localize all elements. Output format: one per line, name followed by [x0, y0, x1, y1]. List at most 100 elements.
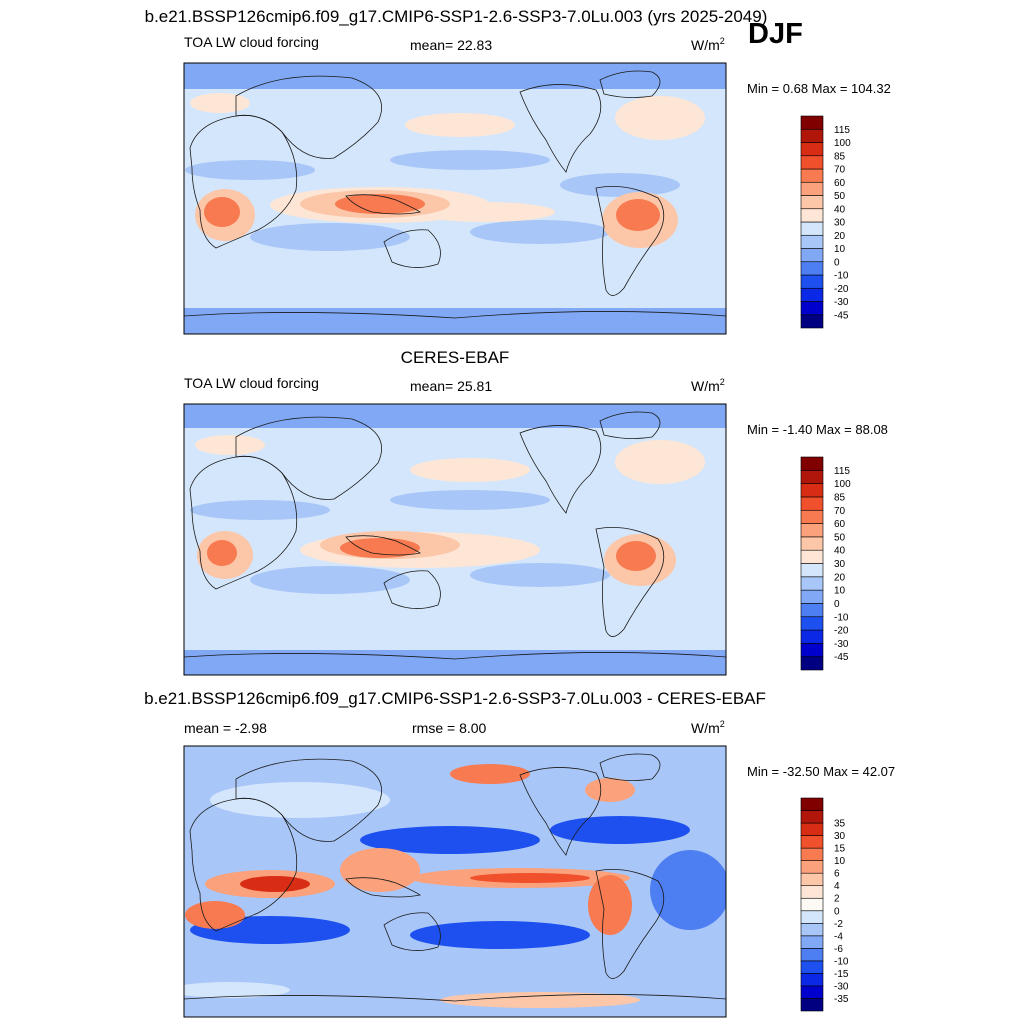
colorbar-3-tick-label: 15	[834, 844, 846, 855]
panel-1-mean: mean= 22.83	[410, 37, 492, 53]
colorbar-3-swatch-10	[800, 872, 824, 887]
panel-difference: b.e21.BSSP126cmip6.f09_g17.CMIP6-SSP1-2.…	[144, 689, 895, 1018]
colorbar-1-swatch-1	[800, 301, 824, 316]
colorbar-1-swatch-4	[800, 261, 824, 276]
colorbar-3-swatch-16	[800, 797, 824, 811]
colorbar-1-tick-label: -10	[834, 271, 849, 282]
colorbar-3-tick-label: -6	[834, 944, 843, 955]
colorbar-3-swatch-5	[800, 935, 824, 949]
colorbar-2-swatch-12	[800, 496, 824, 511]
colorbar-1-tick-label: -20	[834, 284, 849, 295]
colorbar-2-swatch-9	[800, 536, 824, 551]
colorbar-1-tick-label: 100	[834, 138, 851, 149]
panel-1-map	[184, 63, 726, 334]
colorbar-2-swatch-2	[800, 629, 824, 644]
colorbar-3-swatch-15	[800, 810, 824, 824]
colorbar-1-tick-label: 10	[834, 244, 846, 255]
colorbar-3-tick-label: -2	[834, 919, 843, 930]
colorbar-2-tick-label: 10	[834, 586, 846, 597]
colorbar-2-swatch-5	[800, 589, 824, 604]
colorbar-2-tick-label: 20	[834, 572, 846, 583]
colorbar-3-swatch-8	[800, 897, 824, 912]
panel-3-coastlines	[184, 753, 726, 1002]
colorbar-3-tick-label: 35	[834, 819, 846, 830]
colorbar-3-swatch-7	[800, 910, 824, 924]
colorbar-3-swatch-9	[800, 885, 824, 899]
colorbar-2-tick-label: 70	[834, 506, 846, 517]
panel-2-coastlines	[184, 411, 726, 660]
colorbar-3-tick-label: 2	[834, 894, 840, 905]
colorbar-3-swatch-6	[800, 922, 824, 937]
colorbar-3-tick-label: 30	[834, 831, 846, 842]
colorbar-1-tick-label: 60	[834, 178, 846, 189]
colorbar-2-swatch-11	[800, 509, 824, 524]
panel-1-variable: TOA LW cloud forcing	[184, 34, 319, 50]
colorbar-3-tick-label: 6	[834, 869, 840, 880]
panel-2-frame	[183, 403, 727, 676]
colorbar-1-swatch-6	[800, 234, 824, 249]
colorbar-1-swatch-10	[800, 181, 824, 196]
colorbar-3-tick-label: -4	[834, 931, 843, 942]
colorbar-2-swatch-3	[800, 616, 824, 631]
colorbar-2-tick-label: 30	[834, 559, 846, 570]
panel-3-map	[184, 746, 726, 1017]
colorbar-2-tick-label: 115	[834, 466, 850, 477]
colorbar-1-swatch-13	[800, 142, 824, 157]
colorbar-3-tick-label: 0	[834, 906, 840, 917]
colorbar-3-swatch-2	[800, 973, 824, 987]
colorbar-3-tick-label: -30	[834, 981, 849, 992]
colorbar-1-tick-label: -45	[834, 310, 849, 321]
colorbar-1-swatch-7	[800, 221, 824, 236]
colorbar-2-tick-label: -20	[834, 626, 849, 637]
panel-2-title: CERES-EBAF	[401, 348, 510, 367]
panel-3-title: b.e21.BSSP126cmip6.f09_g17.CMIP6-SSP1-2.…	[144, 689, 766, 708]
panel-observation: CERES-EBAF TOA LW cloud forcing mean= 25…	[183, 348, 888, 676]
colorbar-1-tick-label: 20	[834, 231, 846, 242]
colorbar-1-swatch-5	[800, 248, 824, 263]
colorbar-3-tick-label: -35	[834, 994, 849, 1005]
colorbar-2-tick-label: 50	[834, 532, 846, 543]
season-label: DJF	[748, 18, 803, 50]
colorbar-2-tick-label: -45	[834, 652, 849, 663]
colorbar-1-tick-label: 70	[834, 165, 846, 176]
colorbar-3-tick-label: 4	[834, 881, 840, 892]
colorbar-3-swatch-0	[800, 998, 824, 1012]
colorbar-1-tick-label: 0	[834, 257, 840, 268]
panel-3-mean: mean = -2.98	[184, 720, 267, 736]
panel-2-units: W/m2	[691, 377, 725, 394]
colorbar-3-swatch-11	[800, 860, 824, 874]
panel-2-minmax: Min = -1.40 Max = 88.08	[747, 422, 888, 437]
panel-1-frame	[183, 62, 727, 335]
colorbar-2-swatch-6	[800, 576, 824, 591]
colorbar-2-swatch-15	[800, 456, 824, 471]
colorbar-1-tick-label: 30	[834, 218, 846, 229]
colorbar-2-swatch-7	[800, 563, 824, 578]
colorbar-2-tick-label: 40	[834, 546, 846, 557]
colorbar-1-swatch-15	[800, 115, 824, 130]
colorbar-3-swatch-14	[800, 822, 824, 836]
colorbar-3-swatch-12	[800, 847, 824, 861]
colorbar-2-swatch-10	[800, 523, 824, 538]
colorbar-2-swatch-8	[800, 549, 824, 564]
colorbar-2-tick-label: 100	[834, 479, 851, 490]
colorbar-3-tick-label: -15	[834, 969, 849, 980]
colorbar-3-swatch-13	[800, 835, 824, 849]
colorbar-3-swatch-3	[800, 960, 824, 974]
panel-model: b.e21.BSSP126cmip6.f09_g17.CMIP6-SSP1-2.…	[145, 7, 891, 335]
colorbar-1-swatch-14	[800, 128, 824, 143]
colorbar-2-tick-label: 0	[834, 599, 840, 610]
colorbar-1-swatch-0	[800, 314, 824, 329]
panel-2-map	[184, 404, 726, 675]
colorbar-1-tick-label: 85	[834, 151, 846, 162]
panel-2-variable: TOA LW cloud forcing	[184, 375, 319, 391]
colorbar-1-swatch-11	[800, 168, 824, 183]
colorbar-1-tick-label: 40	[834, 204, 846, 215]
panel-3-units: W/m2	[691, 719, 725, 736]
colorbar-2-swatch-0	[800, 656, 824, 671]
colorbar-1-tick-label: 115	[834, 125, 850, 136]
colorbar-3-tick-label: -10	[834, 956, 849, 967]
panel-1-colorbar: -45 -30 -20 -10 0 10 20 30 40 50 60 70 85 100 115	[800, 115, 851, 329]
panel-1-units: W/m2	[691, 36, 725, 53]
